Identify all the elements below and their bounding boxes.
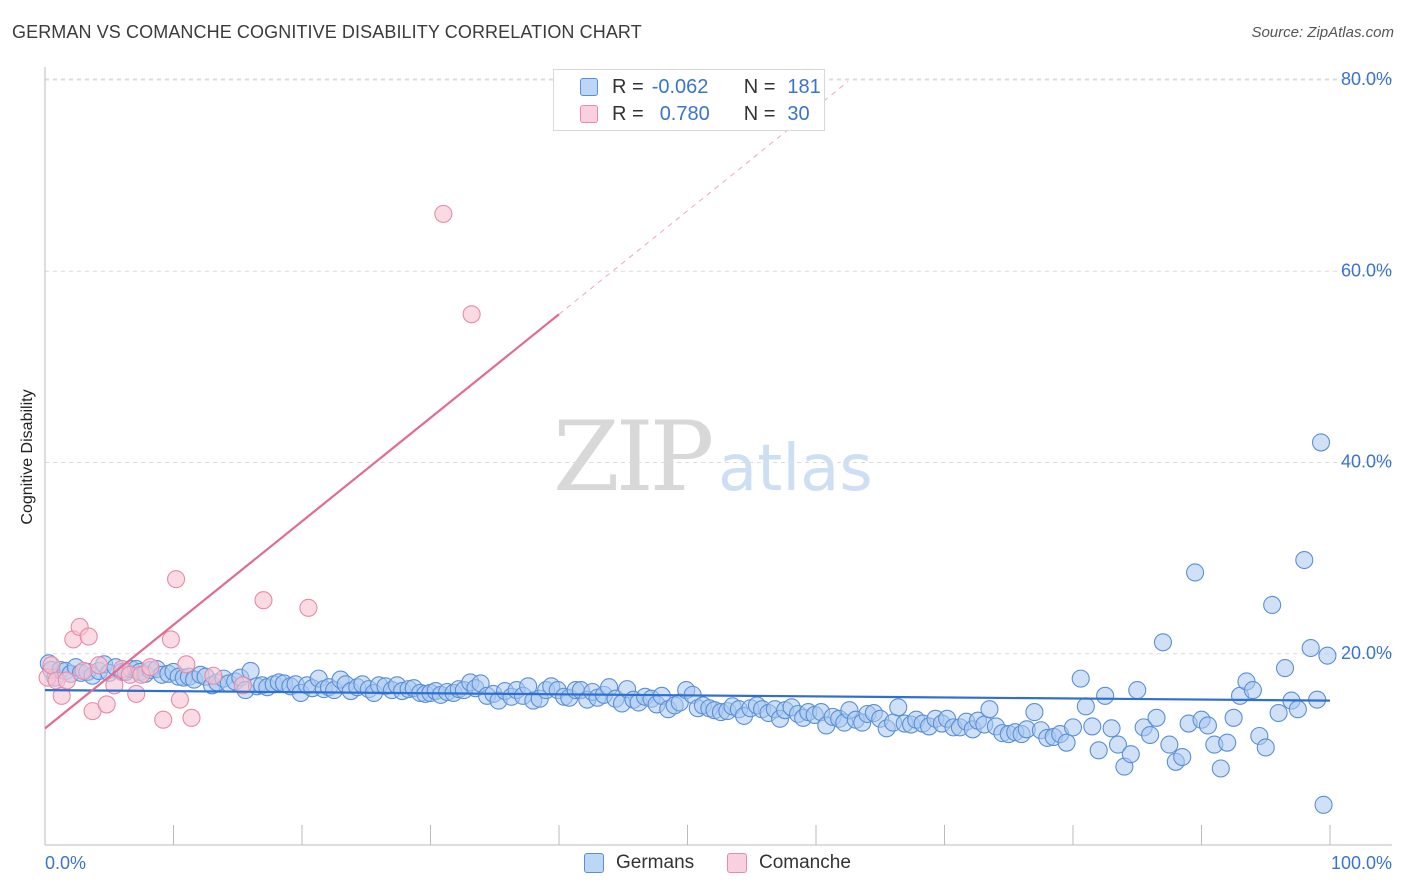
comanche-point <box>170 690 189 709</box>
german-point <box>1198 716 1217 735</box>
german-point <box>1218 733 1237 752</box>
comanche-point <box>42 656 61 675</box>
german-point <box>1089 741 1108 760</box>
german-point <box>1160 735 1179 754</box>
german-point <box>1102 719 1121 738</box>
comanche-swatch <box>580 105 598 123</box>
german-point <box>1108 735 1128 754</box>
german-point <box>1147 708 1166 727</box>
german-point <box>1057 733 1076 752</box>
y-tick-label: 60.0% <box>1341 260 1392 280</box>
n-value: 181 <box>787 75 821 98</box>
german-point <box>1153 633 1172 652</box>
german-point <box>1128 681 1147 700</box>
source-label: Source: ZipAtlas.com <box>1251 24 1394 41</box>
x-tick-label: 100.0% <box>1331 853 1392 873</box>
comanche-point <box>204 666 223 685</box>
german-point <box>1269 703 1288 723</box>
y-tick-label: 40.0% <box>1341 452 1392 472</box>
germans-swatch <box>584 853 604 873</box>
stats-legend-row-comanche: R = 0.780 N = 30 <box>580 101 810 127</box>
comanche-point <box>167 570 186 589</box>
german-point <box>1121 745 1140 764</box>
comanche-point <box>182 708 201 727</box>
german-point <box>1025 703 1044 722</box>
german-point <box>1243 681 1262 700</box>
comanche-point <box>79 627 98 646</box>
comanche-swatch <box>727 853 747 873</box>
y-axis-label: Cognitive Disability <box>19 389 36 525</box>
legend-item-comanche[interactable]: Comanche <box>727 852 851 874</box>
comanche-point <box>177 655 196 674</box>
comanche-point <box>89 656 109 675</box>
german-point <box>980 700 999 719</box>
comanche-trend-extension <box>558 80 849 315</box>
comanche-point <box>97 695 116 714</box>
n-value: 30 <box>787 102 810 125</box>
y-tick-label: 20.0% <box>1341 643 1392 663</box>
german-point <box>1318 646 1337 665</box>
r-label: R = <box>612 75 644 98</box>
german-point <box>1211 759 1230 778</box>
y-tick-label: 80.0% <box>1341 69 1392 89</box>
german-point <box>1173 747 1192 767</box>
german-point <box>1141 725 1160 745</box>
german-point <box>1295 550 1314 570</box>
german-point <box>1186 563 1205 582</box>
r-value: 0.780 <box>659 102 710 125</box>
german-point <box>1083 717 1102 736</box>
series-legend: Germans Comanche <box>0 852 1406 876</box>
germans-swatch <box>580 78 598 96</box>
watermark-atlas: atlas <box>718 432 873 506</box>
comanche-point <box>254 591 273 610</box>
comanche-point <box>462 305 481 324</box>
german-point <box>1288 700 1307 719</box>
german-point <box>1263 595 1282 615</box>
legend-label-germans: Germans <box>616 852 695 873</box>
watermark-zip: ZIP <box>553 401 712 513</box>
chart-title: GERMAN VS COMANCHE COGNITIVE DISABILITY … <box>12 22 642 42</box>
n-label: N = <box>743 75 776 98</box>
german-point <box>889 698 908 717</box>
german-point <box>1311 433 1331 452</box>
comanche-point <box>161 630 180 649</box>
comanche-point <box>233 676 252 695</box>
comanche-point <box>127 684 146 703</box>
n-label: N = <box>743 102 776 125</box>
german-point <box>1063 718 1083 737</box>
comanche-point <box>57 671 76 690</box>
r-label: R = <box>612 102 644 125</box>
comanche-point <box>434 204 453 223</box>
comanche-point <box>299 598 318 617</box>
x-tick-label: 0.0% <box>45 853 86 873</box>
german-point <box>1275 659 1295 678</box>
comanche-trend-line <box>44 313 560 730</box>
stats-legend: R = -0.062 N = 181 R = 0.780 N = 30 <box>553 69 825 131</box>
stats-legend-row-germans: R = -0.062 N = 181 <box>580 74 821 100</box>
german-point <box>1224 708 1243 727</box>
comanche-point <box>74 661 93 681</box>
german-point <box>1301 638 1320 658</box>
german-point <box>1071 669 1090 688</box>
comanche-point <box>141 658 160 677</box>
german-point <box>1314 795 1333 814</box>
german-point <box>1256 738 1275 757</box>
german-point <box>1096 686 1115 705</box>
legend-label-comanche: Comanche <box>759 852 851 873</box>
german-point <box>1076 697 1095 716</box>
german-trend-line <box>44 688 1331 702</box>
legend-item-germans[interactable]: Germans <box>584 852 694 874</box>
german-point <box>241 661 260 681</box>
comanche-point <box>154 710 173 729</box>
r-value: -0.062 <box>651 75 709 98</box>
